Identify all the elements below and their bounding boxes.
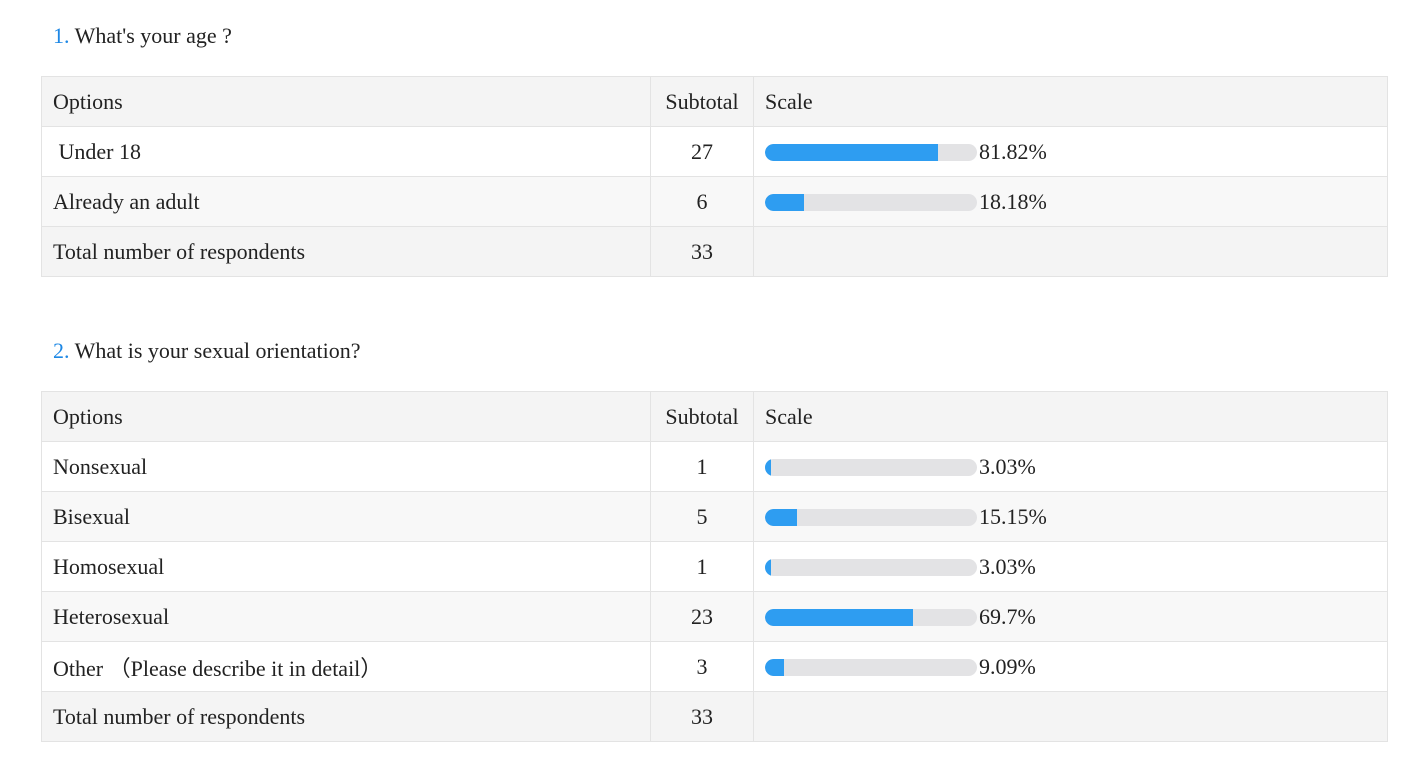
progress-bar-fill <box>765 508 798 526</box>
header-options: Options <box>41 76 651 127</box>
progress-bar-fill <box>765 143 939 161</box>
option-label: Heterosexual <box>41 591 651 642</box>
question-number: 1. <box>53 23 70 48</box>
percent-label: 81.82% <box>979 139 1047 165</box>
progress-bar <box>765 143 977 161</box>
table-row: Homosexual 1 3.03% <box>41 541 1388 592</box>
header-scale: Scale <box>753 76 1388 127</box>
progress-bar-fill <box>765 658 785 676</box>
scale-cell: 9.09% <box>753 641 1388 692</box>
header-scale: Scale <box>753 391 1388 442</box>
table-row: Already an adult 6 18.18% <box>41 176 1388 227</box>
subtotal-value: 27 <box>650 126 754 177</box>
percent-label: 18.18% <box>979 189 1047 215</box>
percent-label: 69.7% <box>979 604 1036 630</box>
scale-cell: 18.18% <box>753 176 1388 227</box>
progress-bar <box>765 458 977 476</box>
percent-label: 3.03% <box>979 454 1036 480</box>
option-label: Other （Please describe it in detail） <box>41 641 651 692</box>
option-label: Nonsexual <box>41 441 651 492</box>
total-label: Total number of respondents <box>41 691 651 742</box>
total-row: Total number of respondents 33 <box>41 226 1388 277</box>
table-row: Nonsexual 1 3.03% <box>41 441 1388 492</box>
option-label: Already an adult <box>41 176 651 227</box>
total-value: 33 <box>650 691 754 742</box>
percent-label: 15.15% <box>979 504 1047 530</box>
subtotal-value: 1 <box>650 441 754 492</box>
question-title: 2. What is your sexual orientation? <box>53 337 361 365</box>
header-options: Options <box>41 391 651 442</box>
table-row: Other （Please describe it in detail） 3 9… <box>41 641 1388 692</box>
progress-bar-fill <box>765 458 772 476</box>
scale-cell: 81.82% <box>753 126 1388 177</box>
question-text: What is your sexual orientation? <box>74 338 361 363</box>
progress-bar-fill <box>765 193 804 211</box>
subtotal-value: 23 <box>650 591 754 642</box>
subtotal-value: 5 <box>650 491 754 542</box>
results-table: Options Subtotal Scale Nonsexual 1 3.03%… <box>41 391 1388 742</box>
table-row: Under 18 27 81.82% <box>41 126 1388 177</box>
option-label: Under 18 <box>41 126 651 177</box>
progress-bar <box>765 193 977 211</box>
option-label: Bisexual <box>41 491 651 542</box>
progress-bar-fill <box>765 608 913 626</box>
header-subtotal: Subtotal <box>650 76 754 127</box>
subtotal-value: 1 <box>650 541 754 592</box>
total-row: Total number of respondents 33 <box>41 691 1388 742</box>
subtotal-value: 3 <box>650 641 754 692</box>
progress-bar-fill <box>765 558 772 576</box>
progress-bar <box>765 608 977 626</box>
total-value: 33 <box>650 226 754 277</box>
progress-bar <box>765 658 977 676</box>
total-scale-cell <box>753 691 1388 742</box>
scale-cell: 69.7% <box>753 591 1388 642</box>
table-row: Heterosexual 23 69.7% <box>41 591 1388 642</box>
option-label: Homosexual <box>41 541 651 592</box>
percent-label: 9.09% <box>979 654 1036 680</box>
scale-cell: 15.15% <box>753 491 1388 542</box>
question-title: 1. What's your age ? <box>53 22 232 50</box>
results-table: Options Subtotal Scale Under 18 27 81.82… <box>41 76 1388 277</box>
total-label: Total number of respondents <box>41 226 651 277</box>
subtotal-value: 6 <box>650 176 754 227</box>
table-row: Bisexual 5 15.15% <box>41 491 1388 542</box>
progress-bar <box>765 558 977 576</box>
table-header-row: Options Subtotal Scale <box>41 76 1388 127</box>
percent-label: 3.03% <box>979 554 1036 580</box>
scale-cell: 3.03% <box>753 441 1388 492</box>
scale-cell: 3.03% <box>753 541 1388 592</box>
table-header-row: Options Subtotal Scale <box>41 391 1388 442</box>
progress-bar <box>765 508 977 526</box>
question-number: 2. <box>53 338 70 363</box>
total-scale-cell <box>753 226 1388 277</box>
header-subtotal: Subtotal <box>650 391 754 442</box>
question-text: What's your age ? <box>74 23 232 48</box>
